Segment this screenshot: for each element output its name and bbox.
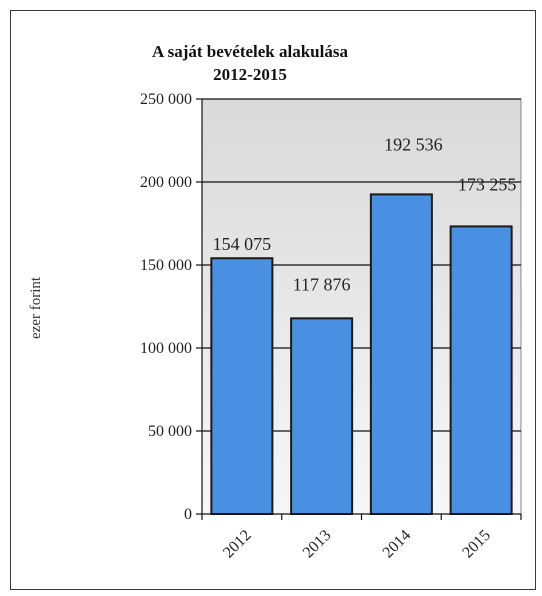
axes: 0 50 000 100 000 150 000 200 000 250 000 2012 2…	[140, 91, 522, 562]
bar-2013	[290, 317, 354, 515]
chart-subtitle: 2012-2015	[213, 65, 287, 84]
y-tick-label: 200 000	[140, 174, 192, 191]
data-labels: 154 075 117 876 192 536 173 255	[213, 134, 517, 294]
x-tick-label: 2015	[459, 527, 494, 562]
bar-2014	[369, 193, 433, 516]
data-label-2013: 117 876	[293, 274, 351, 294]
data-label-2015: 173 255	[458, 174, 517, 194]
chart-frame	[10, 10, 536, 590]
x-tick-label: 2012	[220, 527, 255, 562]
bar-2012	[210, 257, 274, 515]
data-label-2014: 192 536	[384, 134, 443, 154]
x-tick-label: 2014	[380, 527, 415, 562]
bars	[210, 193, 513, 516]
y-tick-label: 50 000	[148, 423, 192, 440]
chart-title: A saját bevételek alakulása	[152, 42, 348, 61]
y-tick-label: 250 000	[140, 91, 192, 108]
y-axis-label: ezer forint	[28, 276, 44, 339]
y-tick-label: 100 000	[140, 340, 192, 357]
data-label-2012: 154 075	[213, 234, 272, 254]
y-tick-label: 0	[184, 506, 192, 523]
y-tick-label: 150 000	[140, 257, 192, 274]
x-tick-label: 2013	[300, 527, 335, 562]
bar-2015	[449, 225, 513, 515]
